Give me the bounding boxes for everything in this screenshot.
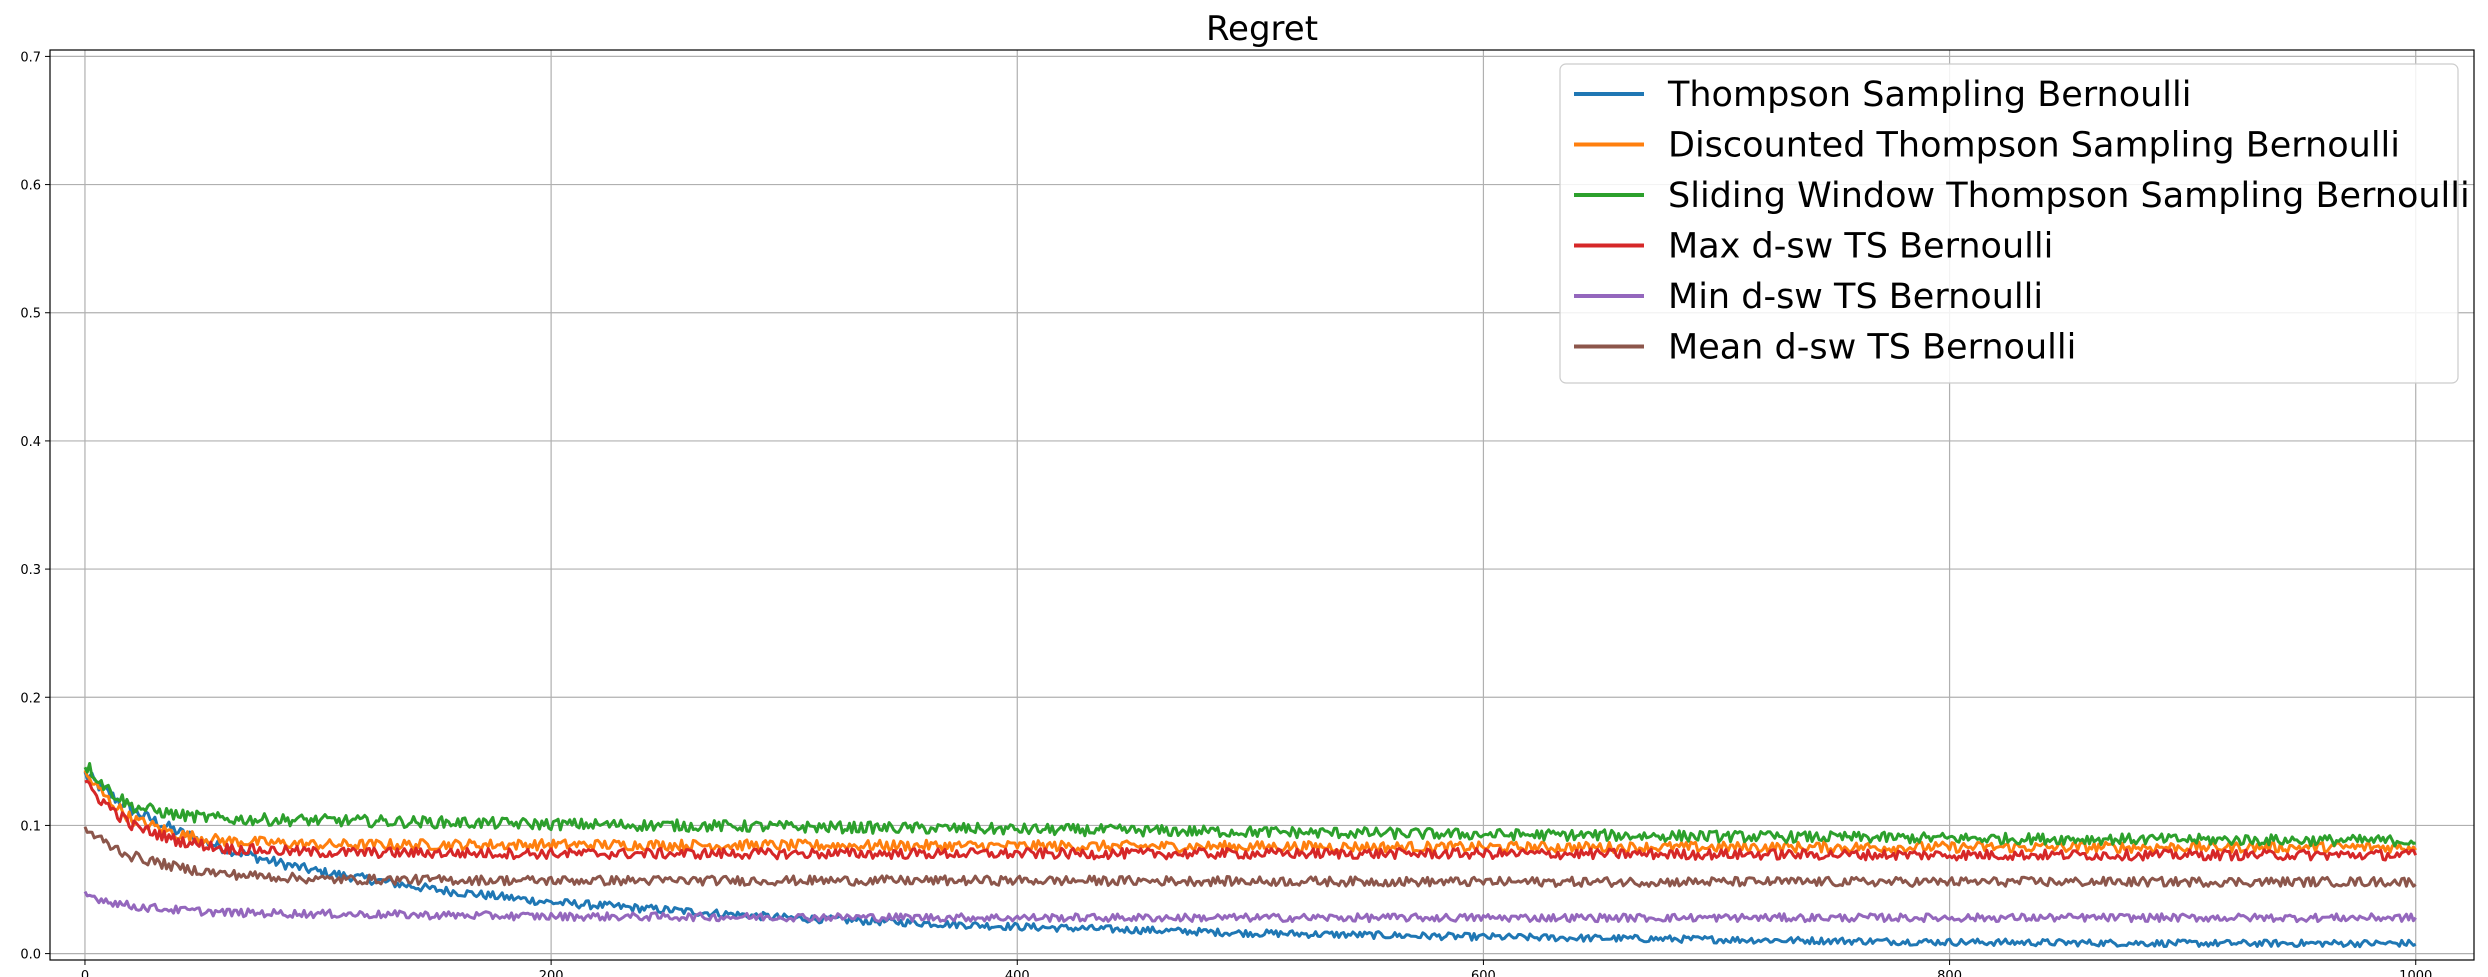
- legend-label: Sliding Window Thompson Sampling Bernoul…: [1668, 176, 2470, 216]
- x-tick-label: 400: [1005, 969, 1030, 977]
- series-line-3: [84, 779, 2418, 862]
- x-tick-label: 600: [1471, 969, 1496, 977]
- tick-layer: 0 200 400 600 800 1000 0.0 0.1 0.2 0.3 0.4 0.5 0.6 0.…: [20, 50, 2432, 977]
- plot-frame: [49, 49, 2475, 961]
- legend-label: Max d-sw TS Bernoulli: [1668, 227, 2053, 267]
- y-tick-label: 0.2: [20, 691, 41, 706]
- y-tick-label: 0.3: [20, 563, 41, 578]
- x-tick-label: 1000: [2399, 969, 2432, 977]
- legend-label: Discounted Thompson Sampling Bernoulli: [1668, 126, 2400, 166]
- legend-box: [1559, 63, 2459, 384]
- y-tick-label: 0.1: [20, 819, 41, 834]
- series-line-1: [83, 769, 2417, 854]
- x-tick-label: 200: [539, 969, 564, 977]
- legend-label: Thompson Sampling Bernoulli: [1667, 75, 2191, 115]
- series-line-5: [83, 826, 2417, 888]
- series-line-4: [83, 890, 2417, 924]
- series-line-2: [83, 762, 2416, 848]
- legend: Thompson Sampling Bernoulli Discounted Th…: [1559, 63, 2470, 384]
- series-layer: [83, 762, 2418, 949]
- legend-label: Mean d-sw TS Bernoulli: [1668, 328, 2076, 368]
- y-tick-label: 0.6: [20, 179, 41, 194]
- x-tick-label: 0: [81, 969, 89, 977]
- chart-title: Regret: [1206, 9, 1318, 49]
- y-tick-label: 0.4: [20, 435, 41, 450]
- y-tick-label: 0.5: [20, 307, 41, 322]
- series-line-0: [83, 771, 2417, 949]
- y-tick-label: 0.0: [20, 948, 41, 963]
- x-tick-label: 800: [1937, 969, 1962, 977]
- legend-label: Min d-sw TS Bernoulli: [1668, 277, 2043, 317]
- y-tick-label: 0.7: [20, 50, 41, 65]
